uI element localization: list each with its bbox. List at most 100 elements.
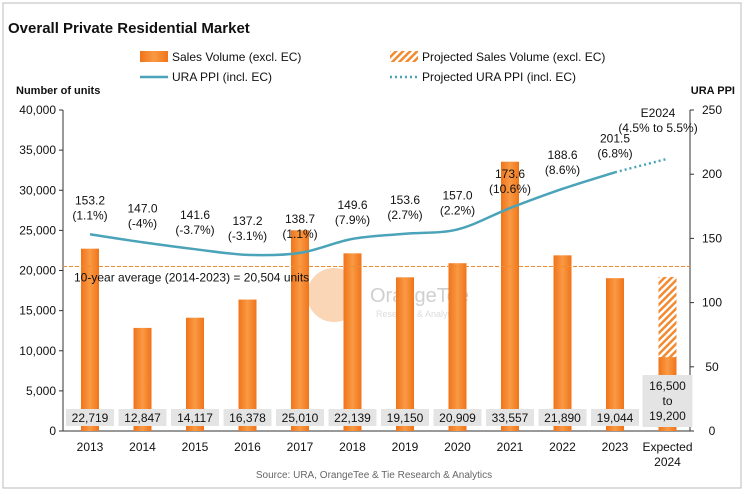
line-change-label: (-4%) <box>128 216 157 230</box>
x-tick-label: 2018 <box>339 440 366 454</box>
y-tick-label: 20,000 <box>19 264 56 278</box>
line-change-label: (-3.7%) <box>175 223 214 237</box>
label-box <box>328 409 377 426</box>
line-value-label: 188.6 <box>547 148 577 162</box>
x-tick-label: 2019 <box>392 440 419 454</box>
x-tick-label: 2021 <box>497 440 524 454</box>
line-value-label: 147.0 <box>127 201 157 215</box>
x-tick-label: 2013 <box>77 440 104 454</box>
line-change-label: (10.6%) <box>489 182 531 196</box>
line-change-label: (1.1%) <box>72 208 107 222</box>
line-value-label: 153.6 <box>390 193 420 207</box>
legend-label: Sales Volume (excl. EC) <box>172 50 301 64</box>
watermark-text: OrangeTee <box>370 285 469 307</box>
line-value-label: 141.6 <box>180 208 210 222</box>
y2-tick-label: 150 <box>702 231 722 245</box>
label-box <box>433 409 482 426</box>
legend-swatch <box>390 51 418 62</box>
label-box <box>171 409 219 426</box>
line-value-label: 201.5 <box>600 131 630 145</box>
y2-tick-label: 100 <box>702 296 722 310</box>
label-box <box>538 409 587 426</box>
line-change-label: (2.2%) <box>440 203 475 217</box>
reference-label: 10-year average (2014-2023) = 20,504 uni… <box>74 270 309 284</box>
y2-tick-label: 200 <box>702 167 722 181</box>
label-box <box>276 409 324 426</box>
y-tick-label: 0 <box>49 424 56 438</box>
bar-value-label: 33,557 <box>492 411 529 425</box>
bar <box>186 317 204 431</box>
label-box <box>591 409 639 426</box>
label-box <box>118 409 167 426</box>
bar <box>553 255 572 431</box>
line-change-label: (7.9%) <box>335 213 370 227</box>
line-change-label: (1.1%) <box>282 227 317 241</box>
line-value-label: 138.7 <box>285 212 315 226</box>
bar-value-label: 20,909 <box>439 411 476 425</box>
watermark-sub: Research & Analytics <box>376 309 462 319</box>
bar <box>291 230 309 431</box>
bar-value-label: 25,010 <box>282 411 319 425</box>
bar <box>343 253 362 431</box>
chart-title: Overall Private Residential Market <box>8 20 250 37</box>
bar <box>396 277 414 431</box>
bar-value-label: 14,117 <box>177 411 213 425</box>
y-tick-label: 15,000 <box>19 304 56 318</box>
legend-label: URA PPI (incl. EC) <box>172 70 272 84</box>
bar-value-label: 16,378 <box>229 411 266 425</box>
line-change-label: (2.7%) <box>387 208 422 222</box>
source: Source: URA, OrangeTee & Tie Research & … <box>256 470 492 481</box>
y-tick-label: 25,000 <box>19 223 56 237</box>
y-tick-label: 35,000 <box>19 143 56 157</box>
x-tick-label: 2022 <box>549 440 576 454</box>
x-tick-label: Expected 2024 <box>642 440 692 469</box>
bar-value-label: 12,847 <box>124 411 161 425</box>
x-tick-label: 2014 <box>129 440 156 454</box>
line-change-label: (6.8%) <box>597 146 632 160</box>
y2-tick-label: 50 <box>705 360 719 374</box>
line-value-label: 153.2 <box>75 193 105 207</box>
line-value-label: 157.0 <box>442 188 472 202</box>
bar <box>448 263 467 431</box>
bar <box>81 248 99 431</box>
x-tick-label: 2020 <box>444 440 471 454</box>
bar <box>501 161 519 431</box>
y2-tick-label: 250 <box>702 103 722 117</box>
x-tick-label: 2017 <box>287 440 314 454</box>
y-tick-label: 30,000 <box>19 183 56 197</box>
line <box>89 171 616 257</box>
bar <box>606 278 624 431</box>
y2-axis-title: URA PPI <box>691 85 735 97</box>
line-value-label: 173.6 <box>495 167 525 181</box>
label-box <box>381 409 429 426</box>
bar-value-label: 22,719 <box>72 411 109 425</box>
line-value-label: 137.2 <box>232 214 262 228</box>
line-value-label: 149.6 <box>337 198 367 212</box>
bar-value-label: 19,044 <box>597 411 634 425</box>
legend-swatch <box>140 51 168 62</box>
line-change-label: (8.6%) <box>545 163 580 177</box>
x-tick-label: 2015 <box>182 440 209 454</box>
y-axis-title: Number of units <box>16 85 100 97</box>
label-box <box>66 409 114 426</box>
label-box <box>642 375 693 427</box>
x-tick-label: 2016 <box>234 440 261 454</box>
x-tick-label: 2023 <box>602 440 629 454</box>
bar-value-label: 19,150 <box>387 411 424 425</box>
y-tick-label: 40,000 <box>19 103 56 117</box>
line-change-label: (-3.1%) <box>228 229 267 243</box>
label-box <box>486 409 534 426</box>
legend-label: Projected Sales Volume (excl. EC) <box>422 50 605 64</box>
label-box <box>223 409 272 426</box>
bar-value-label: 22,139 <box>334 411 371 425</box>
legend-label: Projected URA PPI (incl. EC) <box>422 70 576 84</box>
y-tick-label: 10,000 <box>19 344 56 358</box>
bar <box>238 299 257 431</box>
line <box>614 157 668 174</box>
bar <box>133 327 152 431</box>
annotation: E2024 <box>641 106 676 120</box>
bar-value-label: 21,890 <box>544 411 581 425</box>
y-tick-label: 5,000 <box>26 384 56 398</box>
